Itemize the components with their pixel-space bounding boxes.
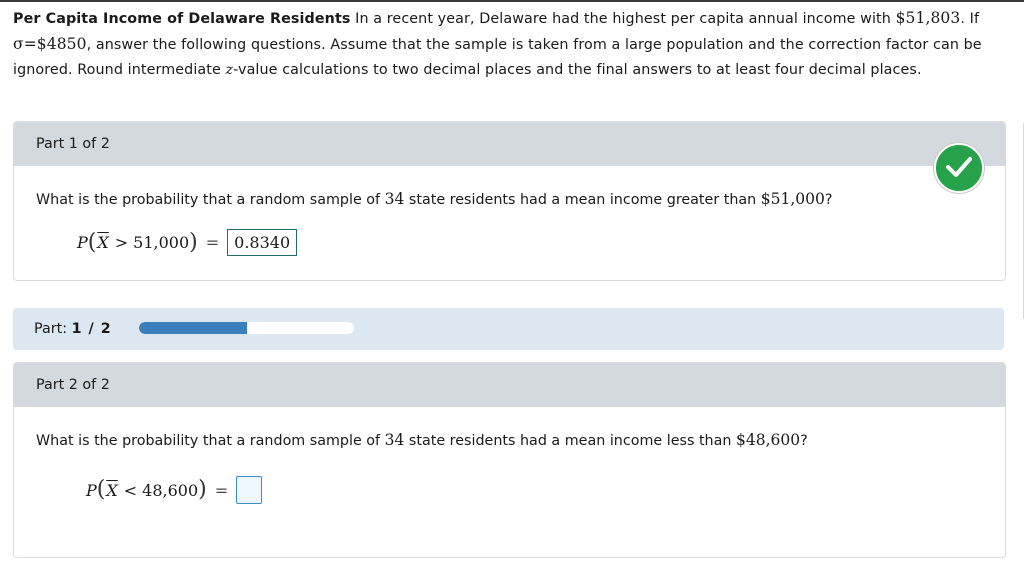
progress-value: 1 / 2 [71,321,112,337]
part-1-question: What is the probability that a random sa… [36,190,833,208]
top-divider [0,0,1024,2]
scrollbar-edge[interactable] [1019,123,1024,319]
problem-title: Per Capita Income of Delaware Residents [13,11,351,27]
part-1-card: Part 1 of 2 What is the probability that… [13,121,1006,281]
part-2-header: Part 2 of 2 [14,363,1005,407]
checkmark-circle-icon [934,143,984,193]
part-2-card: Part 2 of 2 What is the probability that… [13,362,1006,558]
part-2-answer-field[interactable] [236,476,263,504]
problem-statement: Per Capita Income of Delaware Residents … [13,9,982,78]
progress-track [139,322,354,334]
part-2-expression: P ( X < 48,600 ) = [86,476,263,504]
progress-label: Part: 1 / 2 [34,321,112,337]
part-progress: Part: 1 / 2 [13,308,1004,350]
part-1-header: Part 1 of 2 [14,122,1005,166]
part-2-question: What is the probability that a random sa… [36,431,808,449]
part-1-expression: P ( X > 51,000 ) = 0.8340 [77,229,298,256]
progress-fill [139,322,247,334]
x-bar-symbol: X [97,233,109,252]
part-1-answer-field[interactable]: 0.8340 [227,229,298,256]
x-bar-symbol: X [106,480,118,500]
sigma-symbol: σ [13,35,24,53]
